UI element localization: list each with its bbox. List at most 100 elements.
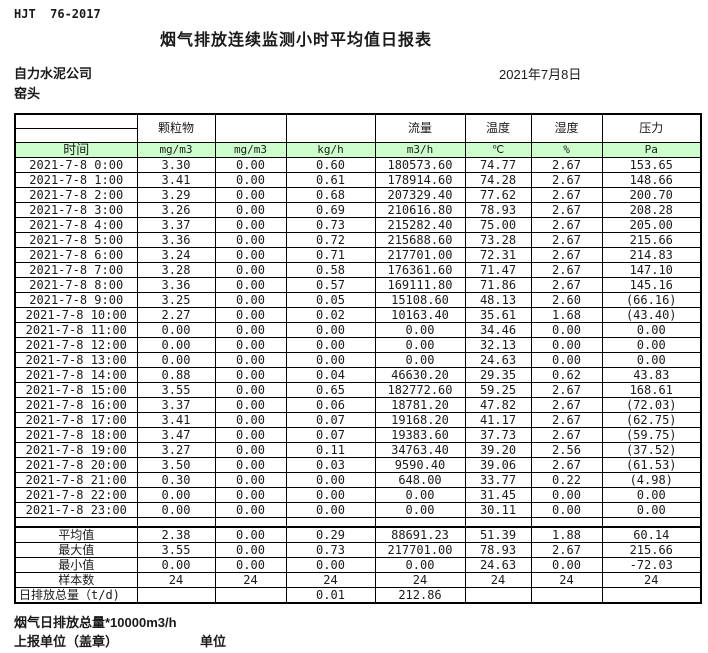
- hour-row-time: 2021-7-8 8:00: [14, 277, 138, 293]
- summary-row-value: 0.00: [214, 526, 287, 543]
- hour-row-value: 0.00: [530, 487, 603, 503]
- group-header-row: 颗粒物 流量 温度 湿度 压力: [14, 113, 702, 143]
- hour-row-time: 2021-7-8 2:00: [14, 187, 138, 203]
- report-table: 颗粒物 流量 温度 湿度 压力 时间 mg/m3 mg/m3 kg/h m3/h…: [14, 113, 702, 604]
- hour-row-value: 1.68: [530, 307, 603, 323]
- hour-row-value: 0.00: [214, 352, 287, 368]
- hour-row-value: 3.26: [136, 202, 216, 218]
- hour-row-value: 39.06: [464, 457, 532, 473]
- hour-row-value: 0.22: [530, 472, 603, 488]
- hour-row-value: 0.00: [285, 337, 376, 353]
- hour-row-value: (4.98): [601, 472, 702, 488]
- hour-row-time: 2021-7-8 7:00: [14, 262, 138, 278]
- summary-row-label: 最大值: [14, 542, 138, 558]
- hour-row-value: 34.46: [464, 322, 532, 338]
- hour-row-value: 168.61: [601, 382, 702, 398]
- hour-row: 2021-7-8 18:00 3.47 0.00 0.07 19383.60 37.73 2…: [14, 427, 702, 443]
- hour-row-value: (61.53): [601, 457, 702, 473]
- hour-row-value: 2.67: [530, 382, 603, 398]
- hour-row-value: 0.00: [214, 217, 287, 233]
- hour-row-value: 2.67: [530, 247, 603, 263]
- col-header-flow-unit: m3/h: [374, 142, 466, 158]
- hour-row-value: 78.93: [464, 202, 532, 218]
- hour-row-time: 2021-7-8 6:00: [14, 247, 138, 263]
- hour-row-value: 2.67: [530, 277, 603, 293]
- hour-row: 2021-7-8 12:00 0.00 0.00 0.00 0.00 32.13 0.00 0…: [14, 337, 702, 353]
- spacer-row: [14, 517, 702, 528]
- hour-row-value: 2.67: [530, 157, 603, 173]
- hour-row-value: 200.70: [601, 187, 702, 203]
- hour-row-value: 0.00: [214, 367, 287, 383]
- summary-row-label: 样本数: [14, 572, 138, 588]
- summary-row-value: 217701.00: [374, 542, 466, 558]
- hour-row-time: 2021-7-8 9:00: [14, 292, 138, 308]
- hour-row-value: 0.00: [214, 412, 287, 428]
- hour-row-value: 73.28: [464, 232, 532, 248]
- hour-row-value: 2.67: [530, 457, 603, 473]
- hour-row: 2021-7-8 17:00 3.41 0.00 0.07 19168.20 41.17 2…: [14, 412, 702, 428]
- hour-row-time: 2021-7-8 20:00: [14, 457, 138, 473]
- hour-row-value: 74.28: [464, 172, 532, 188]
- corner-cell-bottom: [14, 128, 138, 143]
- hour-row-value: 0.00: [601, 322, 702, 338]
- col-header-pressure-unit: Pa: [601, 142, 702, 158]
- hour-row-value: 3.37: [136, 397, 216, 413]
- hour-row-time: 2021-7-8 22:00: [14, 487, 138, 503]
- col-header-emission-rate: kg/h: [285, 142, 376, 158]
- summary-row-value: 2.67: [530, 542, 603, 558]
- hour-row: 2021-7-8 5:00 3.36 0.00 0.72 215688.60 73.28 2…: [14, 232, 702, 248]
- hour-row-value: 0.00: [285, 352, 376, 368]
- hour-row-value: 176361.60: [374, 262, 466, 278]
- hour-row-value: 0.00: [374, 352, 466, 368]
- page-title: 烟气排放连续监测小时平均值日报表: [160, 32, 433, 49]
- hour-row-value: 0.00: [214, 172, 287, 188]
- hour-row-value: 0.00: [214, 457, 287, 473]
- hour-row-value: 71.86: [464, 277, 532, 293]
- hour-row-value: 75.00: [464, 217, 532, 233]
- summary-rows: 平均值 2.38 0.00 0.29 88691.23 51.39 1.88 60.14 最大值…: [14, 517, 702, 604]
- hour-row-time: 2021-7-8 1:00: [14, 172, 138, 188]
- hour-row-value: 148.66: [601, 172, 702, 188]
- hour-row-value: 0.03: [285, 457, 376, 473]
- hour-row-value: (72.03): [601, 397, 702, 413]
- hour-row-value: 0.00: [136, 502, 216, 518]
- summary-row-value: 24: [214, 572, 287, 588]
- summary-row: 最小值 0.00 0.00 0.00 0.00 24.63 0.00 -72.03: [14, 557, 702, 573]
- hour-row: 2021-7-8 7:00 3.28 0.00 0.58 176361.60 71.47 2…: [14, 262, 702, 278]
- summary-row-value: 0.29: [285, 526, 376, 543]
- summary-row-value: 215.66: [601, 542, 702, 558]
- hour-row-value: 2.67: [530, 172, 603, 188]
- hour-row-value: 0.00: [214, 382, 287, 398]
- summary-row-value: 3.55: [136, 542, 216, 558]
- hour-row-value: 3.47: [136, 427, 216, 443]
- hour-row: 2021-7-8 14:00 0.88 0.00 0.04 46630.20 29.35 0…: [14, 367, 702, 383]
- hour-row-value: 15108.60: [374, 292, 466, 308]
- summary-row-value: 1.88: [530, 526, 603, 543]
- hour-row-value: 648.00: [374, 472, 466, 488]
- summary-row-value: 0.00: [214, 557, 287, 573]
- hour-row-value: 178914.60: [374, 172, 466, 188]
- col-header-time: 时间: [14, 142, 138, 158]
- hour-row-value: 2.56: [530, 442, 603, 458]
- hour-row-value: 48.13: [464, 292, 532, 308]
- hour-row-value: (37.52): [601, 442, 702, 458]
- monitor-point: 窑头: [14, 86, 41, 101]
- hour-row-value: 0.00: [530, 352, 603, 368]
- hour-row-value: 0.72: [285, 232, 376, 248]
- hour-row-value: 0.30: [136, 472, 216, 488]
- col-group-flow: 流量: [374, 113, 466, 143]
- summary-row-value: 78.93: [464, 542, 532, 558]
- summary-row-value: [464, 587, 532, 604]
- hour-row-value: 39.20: [464, 442, 532, 458]
- hour-row-value: (59.75): [601, 427, 702, 443]
- col-header-humidity-unit: %: [530, 142, 603, 158]
- hour-row: 2021-7-8 3:00 3.26 0.00 0.69 210616.80 78.93 2…: [14, 202, 702, 218]
- hour-row-time: 2021-7-8 18:00: [14, 427, 138, 443]
- hour-row-value: 0.00: [214, 232, 287, 248]
- hour-row-value: 29.35: [464, 367, 532, 383]
- hour-row-value: 24.63: [464, 352, 532, 368]
- hour-row-value: 46630.20: [374, 367, 466, 383]
- hour-row-value: 0.00: [285, 472, 376, 488]
- summary-row: 日排放总量（t/d) 0.01 212.86: [14, 587, 702, 604]
- hour-row-value: 0.60: [285, 157, 376, 173]
